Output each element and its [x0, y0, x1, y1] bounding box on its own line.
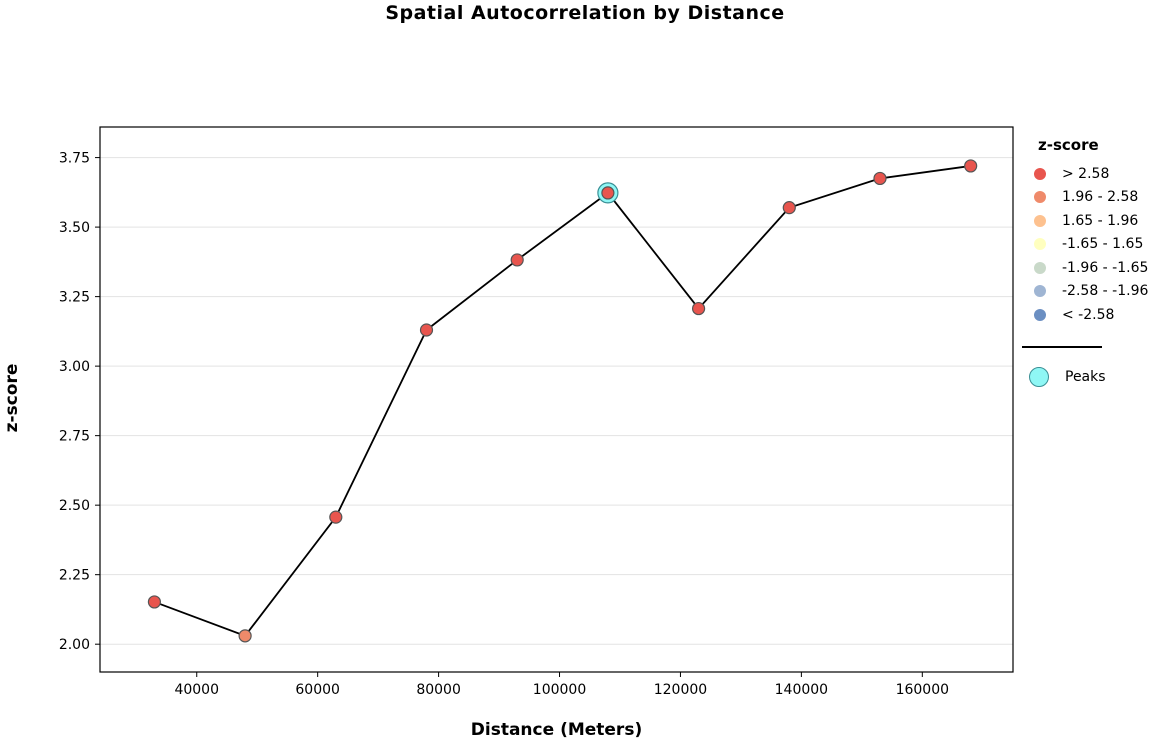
x-tick-label: 100000 — [533, 682, 586, 698]
plot-frame — [99, 126, 1014, 673]
legend-item: 1.96 - 2.58 — [1022, 186, 1168, 210]
legend-item-label: -1.96 - -1.65 — [1062, 259, 1149, 276]
x-axis-ticks: 40000 60000 80000 100000 120000 140000 160000 — [174, 672, 949, 698]
data-point — [147, 595, 162, 609]
x-axis-label: Distance (Meters) — [470, 720, 643, 740]
legend-title: z-score — [1038, 136, 1099, 154]
y-axis-label: z-score — [2, 363, 22, 433]
y-axis-ticks: 2.00 2.25 2.50 2.75 3.00 3.25 3.50 3.75 — [59, 151, 100, 653]
legend-line-sample — [1022, 345, 1102, 348]
legend-color-swatch — [1034, 285, 1046, 298]
grid-lines — [100, 157, 1013, 645]
series-line-path — [154, 165, 971, 637]
y-tick-label: 2.50 — [59, 498, 90, 514]
legend-item-label: 1.96 - 2.58 — [1062, 189, 1139, 206]
legend-color-swatch — [1034, 191, 1046, 204]
legend-color-swatch — [1034, 308, 1046, 321]
legend-item: -1.65 - 1.65 — [1022, 233, 1168, 257]
data-point — [419, 323, 434, 337]
x-tick-label: 60000 — [295, 682, 340, 698]
y-tick-label: 3.75 — [59, 151, 90, 167]
data-point — [238, 629, 252, 643]
legend-item-label: 1.65 - 1.96 — [1062, 212, 1139, 229]
legend-item: < -2.58 — [1022, 303, 1168, 327]
data-point — [510, 253, 524, 267]
y-tick-label: 2.25 — [59, 568, 90, 584]
y-tick-label: 3.50 — [59, 220, 90, 236]
chart-title: Spatial Autocorrelation by Distance — [385, 2, 785, 24]
data-point — [964, 159, 978, 173]
legend-item: > 2.58 — [1022, 162, 1168, 186]
legend-item-label: -2.58 - -1.96 — [1062, 283, 1149, 300]
peak-marker-icon — [1029, 366, 1049, 387]
x-tick-label: 120000 — [654, 682, 707, 698]
legend-color-swatch — [1034, 261, 1046, 274]
x-tick-label: 40000 — [174, 682, 219, 698]
x-tick-label: 160000 — [896, 682, 949, 698]
legend-items: > 2.58 1.96 - 2.58 1.65 - 1.96 -1.65 - 1.65… — [1022, 162, 1168, 327]
legend-item: -2.58 - -1.96 — [1022, 280, 1168, 304]
legend-item-label: > 2.58 — [1062, 165, 1110, 182]
data-point — [329, 510, 343, 524]
legend-item: 1.65 - 1.96 — [1022, 209, 1168, 233]
legend-color-swatch — [1034, 238, 1046, 251]
series-line — [154, 165, 971, 637]
legend-peaks-entry: Peaks — [1022, 366, 1168, 387]
data-point — [601, 186, 615, 200]
legend: z-score > 2.58 1.96 - 2.58 1.65 - 1.96 -1.6… — [1022, 136, 1168, 387]
x-tick-label: 140000 — [775, 682, 828, 698]
legend-item-label: -1.65 - 1.65 — [1062, 236, 1144, 253]
legend-item-label: < -2.58 — [1062, 306, 1115, 323]
data-point — [691, 301, 706, 316]
y-tick-label: 2.75 — [59, 429, 90, 445]
y-tick-label: 3.00 — [59, 359, 90, 375]
legend-item: -1.96 - -1.65 — [1022, 256, 1168, 280]
legend-color-swatch — [1034, 214, 1046, 227]
x-tick-label: 80000 — [416, 682, 461, 698]
data-point — [873, 171, 887, 186]
legend-color-swatch — [1034, 167, 1046, 180]
y-tick-label: 2.00 — [59, 637, 90, 653]
data-point — [782, 201, 796, 215]
legend-peaks-label: Peaks — [1065, 368, 1106, 385]
y-tick-label: 3.25 — [59, 290, 90, 306]
data-points — [147, 159, 978, 643]
